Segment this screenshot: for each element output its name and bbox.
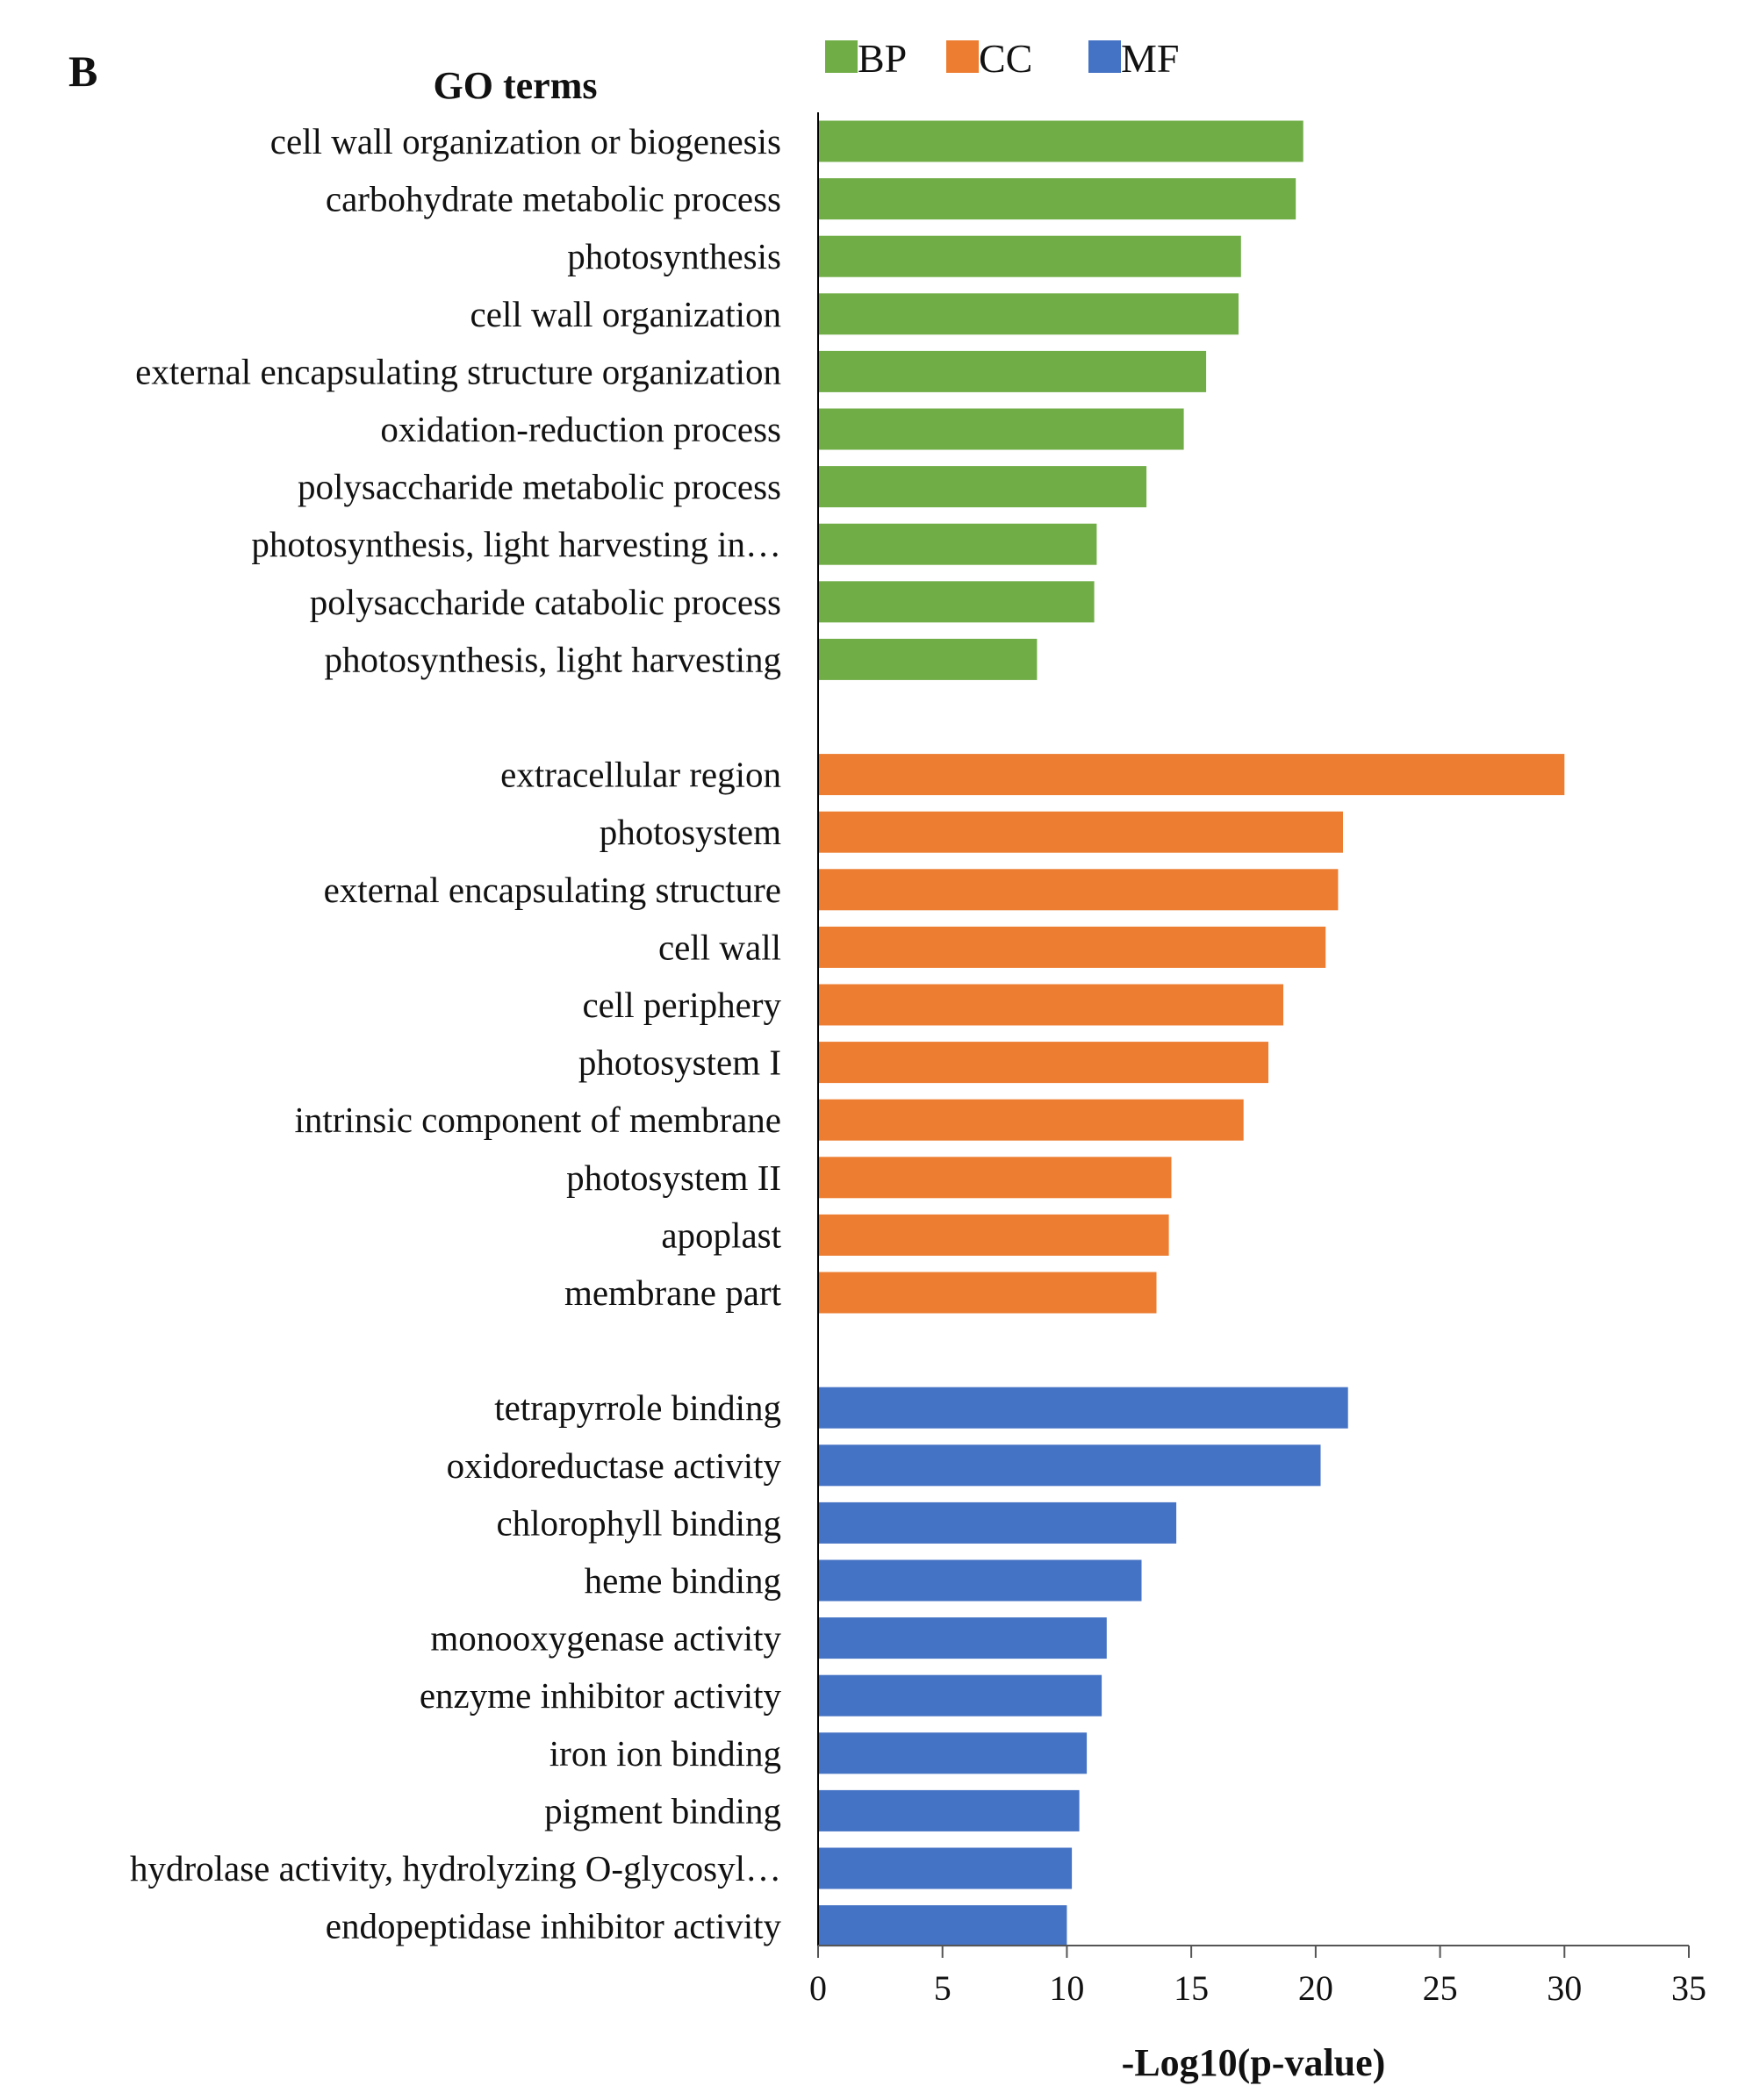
- x-tick-label: 25: [1423, 1968, 1458, 2008]
- category-label: heme binding: [585, 1560, 781, 1601]
- category-label: cell wall: [658, 927, 781, 967]
- category-label: external encapsulating structure organiz…: [135, 351, 781, 391]
- x-tick-label: 10: [1049, 1968, 1084, 2008]
- category-label: chlorophyll binding: [496, 1502, 781, 1543]
- legend-swatch-mf: [1088, 40, 1121, 73]
- category-label: photosystem: [600, 812, 781, 852]
- bar-mf-pigment-binding: [818, 1789, 1080, 1831]
- category-label: photosynthesis: [567, 236, 781, 276]
- bar-cc-apoplast: [818, 1214, 1169, 1256]
- category-label: polysaccharide metabolic process: [298, 467, 781, 507]
- bar-mf-hydrolase-activity-hydrolyzing-o-glycosyl: [818, 1847, 1073, 1889]
- category-label: oxidoreductase activity: [447, 1445, 782, 1486]
- category-label: photosynthesis, light harvesting in…: [251, 524, 781, 564]
- category-label: photosynthesis, light harvesting: [325, 639, 781, 679]
- bar-mf-tetrapyrrole-binding: [818, 1387, 1348, 1429]
- bar-cc-extracellular-region: [818, 754, 1565, 796]
- bar-mf-heme-binding: [818, 1559, 1142, 1602]
- bar-bp-cell-wall-organization: [818, 293, 1239, 335]
- bar-mf-iron-ion-binding: [818, 1732, 1088, 1774]
- bar-cc-external-encapsulating-structure: [818, 869, 1339, 911]
- bar-cc-photosystem-ii: [818, 1157, 1172, 1199]
- category-label: carbohydrate metabolic process: [326, 179, 781, 219]
- bar-bp-external-encapsulating-structure-organization: [818, 350, 1207, 392]
- category-label: enzyme inhibitor activity: [420, 1675, 782, 1716]
- legend: BP CC MF: [825, 36, 1179, 81]
- bar-series: [818, 120, 1565, 1947]
- bar-mf-chlorophyll-binding: [818, 1502, 1177, 1544]
- bar-mf-enzyme-inhibitor-activity: [818, 1674, 1102, 1717]
- x-tick-label: 30: [1547, 1968, 1582, 2008]
- bar-cc-intrinsic-component-of-membrane: [818, 1099, 1244, 1141]
- category-label: cell wall organization: [470, 294, 781, 334]
- category-label: polysaccharide catabolic process: [310, 582, 781, 622]
- category-label: photosystem I: [578, 1043, 781, 1083]
- category-label: apoplast: [661, 1215, 781, 1255]
- category-label: cell wall organization or biogenesis: [270, 121, 781, 161]
- category-label: pigment binding: [544, 1790, 781, 1831]
- bar-bp-cell-wall-organization-or-biogenesis: [818, 120, 1304, 162]
- legend-label-mf: MF: [1121, 36, 1179, 81]
- bar-mf-monooxygenase-activity: [818, 1617, 1107, 1659]
- category-labels: cell wall organization or biogenesis carb…: [130, 121, 782, 1946]
- category-label: extracellular region: [500, 755, 781, 795]
- bar-mf-oxidoreductase-activity: [818, 1444, 1321, 1487]
- x-tick-label: 5: [934, 1968, 952, 2008]
- bar-cc-cell-wall: [818, 926, 1326, 968]
- category-label: photosystem II: [566, 1158, 781, 1198]
- category-label: intrinsic component of membrane: [295, 1100, 781, 1140]
- bar-bp-carbohydrate-metabolic-process: [818, 178, 1296, 220]
- x-tick-label: 15: [1174, 1968, 1209, 2008]
- category-label: hydrolase activity, hydrolyzing O-glycos…: [130, 1848, 781, 1889]
- category-label: monooxygenase activity: [430, 1618, 781, 1659]
- bar-bp-oxidation-reduction-process: [818, 408, 1184, 450]
- panel-label: B: [68, 47, 97, 96]
- bar-bp-polysaccharide-metabolic-process: [818, 466, 1147, 508]
- category-label: tetrapyrrole binding: [494, 1387, 781, 1428]
- bar-cc-membrane-part: [818, 1272, 1157, 1314]
- bar-bp-photosynthesis-light-harvesting-in: [818, 523, 1097, 565]
- legend-label-cc: CC: [979, 36, 1032, 81]
- bar-cc-cell-periphery: [818, 984, 1283, 1026]
- x-tick-label: 20: [1298, 1968, 1333, 2008]
- legend-label-bp: BP: [858, 36, 907, 81]
- category-label: membrane part: [564, 1272, 782, 1313]
- axes: 0 5 10 15 20 25 30 35: [809, 112, 1706, 2008]
- category-label: iron ion binding: [549, 1733, 781, 1774]
- x-axis-label: -Log10(p-value): [1122, 2041, 1386, 2084]
- category-label: cell periphery: [582, 985, 781, 1025]
- chart-title: GO terms: [434, 64, 598, 107]
- legend-swatch-bp: [825, 40, 858, 73]
- bar-bp-photosynthesis: [818, 235, 1241, 277]
- bar-cc-photosystem-i: [818, 1042, 1268, 1084]
- legend-swatch-cc: [946, 40, 979, 73]
- bar-bp-photosynthesis-light-harvesting: [818, 638, 1038, 680]
- x-tick-label: 35: [1671, 1968, 1706, 2008]
- category-label: external encapsulating structure: [324, 870, 781, 910]
- bar-mf-endopeptidase-inhibitor-activity: [818, 1905, 1067, 1947]
- category-label: endopeptidase inhibitor activity: [326, 1906, 782, 1946]
- bar-cc-photosystem: [818, 811, 1343, 853]
- x-tick-label: 0: [809, 1968, 827, 2008]
- bar-bp-polysaccharide-catabolic-process: [818, 581, 1095, 623]
- category-label: oxidation-reduction process: [380, 409, 781, 449]
